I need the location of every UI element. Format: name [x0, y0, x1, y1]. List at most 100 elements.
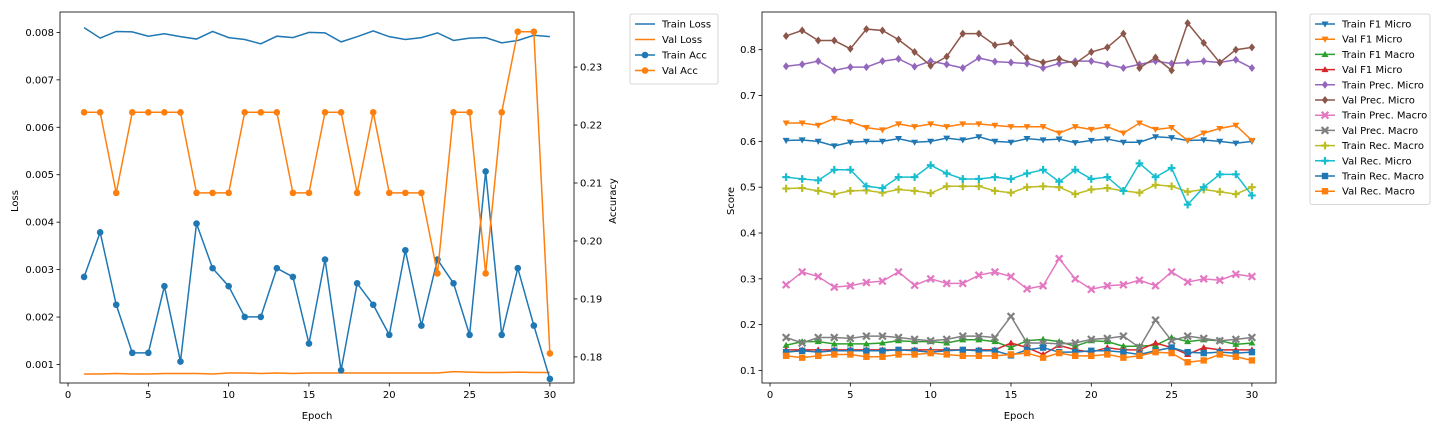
train-f1-micro-point	[1087, 137, 1095, 144]
val-prec-micro-point	[895, 35, 902, 44]
val-prec-macro-point	[781, 333, 791, 342]
train-prec-macro-point	[1022, 284, 1032, 294]
val-rec-micro-line	[786, 162, 1253, 206]
series-val-loss	[84, 370, 550, 375]
val-prec-micro-point	[1216, 58, 1223, 67]
val-prec-micro-point	[1088, 48, 1095, 57]
train-acc-point	[482, 168, 489, 175]
train-f1-macro-point	[911, 338, 919, 345]
val-f1-micro-point	[1135, 120, 1143, 127]
train-prec-macro-point	[1247, 272, 1257, 281]
val-rec-micro-point	[1135, 159, 1144, 168]
legend-item-train-f1-micro: Train F1 Micro	[1315, 20, 1411, 31]
val-f1-micro-point	[943, 124, 951, 131]
val-prec-macro-line	[785, 315, 1252, 349]
val-f1-micro-point	[1152, 126, 1160, 133]
val-prec-micro-point	[959, 29, 966, 38]
val-f1-micro-point	[975, 121, 983, 128]
train-prec-micro-point	[927, 57, 934, 66]
legend-label: Val Loss	[662, 35, 702, 46]
train-f1-micro-point	[798, 137, 806, 144]
val-prec-micro-point	[1104, 43, 1111, 52]
x-tick-label: 10	[924, 390, 937, 401]
val-f1-micro-point	[1023, 124, 1031, 131]
accuracy-y-tick-label: 0.20	[580, 236, 602, 247]
val-acc-point	[337, 108, 345, 116]
legend-label: Val F1 Micro	[1342, 65, 1402, 76]
train-rec-macro-point	[943, 347, 950, 354]
val-rec-micro-point	[1023, 169, 1031, 178]
legend-item-val-rec-macro: Val Rec. Macro	[1315, 187, 1415, 198]
val-prec-macro-point	[1055, 339, 1064, 349]
loss-y-tick-label: 0.007	[25, 75, 54, 86]
x-tick-label: 10	[222, 390, 235, 401]
train-prec-micro-point	[798, 60, 806, 69]
val-loss-line	[84, 370, 550, 375]
val-rec-macro-point	[975, 352, 983, 360]
val-prec-macro-point	[814, 333, 823, 342]
legend-label: Val Rec. Micro	[1342, 156, 1412, 167]
legend-label: Val Rec. Macro	[1342, 187, 1415, 198]
train-prec-micro-point	[1023, 59, 1031, 68]
val-rec-micro-point	[862, 182, 871, 191]
val-rec-micro-point	[830, 165, 839, 174]
train-f1-micro-point	[1039, 137, 1047, 144]
train-f1-micro-point	[1200, 137, 1208, 144]
legend-label: Train Prec. Macro	[1341, 111, 1427, 122]
series-train-prec-micro-4	[782, 53, 1256, 75]
val-acc-point	[353, 189, 361, 197]
train-f1-macro-point	[975, 336, 983, 343]
train-f1-macro-point	[991, 338, 999, 345]
val-prec-macro-point	[1103, 334, 1112, 343]
train-rec-macro-point	[959, 346, 966, 354]
val-rec-micro-point	[1087, 175, 1096, 183]
train-prec-macro-point	[1167, 267, 1176, 277]
val-rec-macro-point	[959, 352, 966, 360]
train-acc-point	[402, 246, 409, 254]
val-prec-macro-point	[1119, 331, 1128, 341]
train-rec-macro-point	[1071, 190, 1080, 198]
legend-label: Train F1 Macro	[1341, 50, 1415, 61]
train-rec-macro-point	[1039, 182, 1047, 191]
val-acc-point	[257, 108, 265, 116]
val-acc-point	[418, 189, 425, 197]
val-rec-micro-point	[1215, 170, 1224, 179]
val-rec-macro-point	[1023, 349, 1031, 357]
train-rec-macro-point	[1184, 348, 1191, 356]
train-f1-micro-point	[991, 138, 999, 145]
train-acc-point	[241, 313, 249, 321]
val-rec-micro-point	[1183, 200, 1192, 209]
val-prec-micro-line	[785, 21, 1253, 72]
x-tick-label: 0	[767, 390, 773, 401]
legend-label: Train F1 Micro	[1341, 20, 1411, 31]
val-rec-micro-point	[798, 175, 806, 183]
legend-marker	[1321, 50, 1329, 57]
val-acc-point	[241, 108, 249, 116]
train-prec-macro-point	[830, 282, 839, 292]
train-f1-macro-point	[1119, 342, 1127, 349]
loss-y-tick-label: 0.005	[25, 170, 54, 181]
train-f1-macro-point	[814, 338, 822, 345]
score-y-tick-label: 0.3	[740, 274, 756, 285]
x-tick-label: 20	[383, 390, 396, 401]
train-acc-point	[193, 220, 200, 227]
val-rec-micro-point	[1232, 170, 1240, 179]
loss-y-axis-label: Loss	[10, 190, 21, 212]
val-rec-macro-point	[911, 351, 918, 358]
val-rec-macro-point	[1104, 351, 1111, 358]
val-rec-macro-point	[895, 351, 902, 358]
x-tick-label: 30	[1246, 390, 1259, 401]
val-rec-micro-point	[894, 173, 903, 181]
val-prec-macro-point	[1247, 333, 1257, 342]
train-f1-micro-point	[959, 137, 967, 144]
legend-item-train-acc: Train Acc	[635, 51, 707, 62]
train-acc-point	[161, 282, 168, 290]
train-prec-macro-point	[1071, 274, 1080, 283]
train-prec-micro-point	[911, 62, 918, 71]
loss-accuracy-x-axis-label: Epoch	[302, 411, 333, 422]
val-prec-macro-point	[830, 333, 839, 342]
train-rec-macro-point	[1120, 348, 1127, 356]
train-acc-point	[96, 228, 104, 236]
val-prec-macro-point	[1167, 336, 1176, 345]
